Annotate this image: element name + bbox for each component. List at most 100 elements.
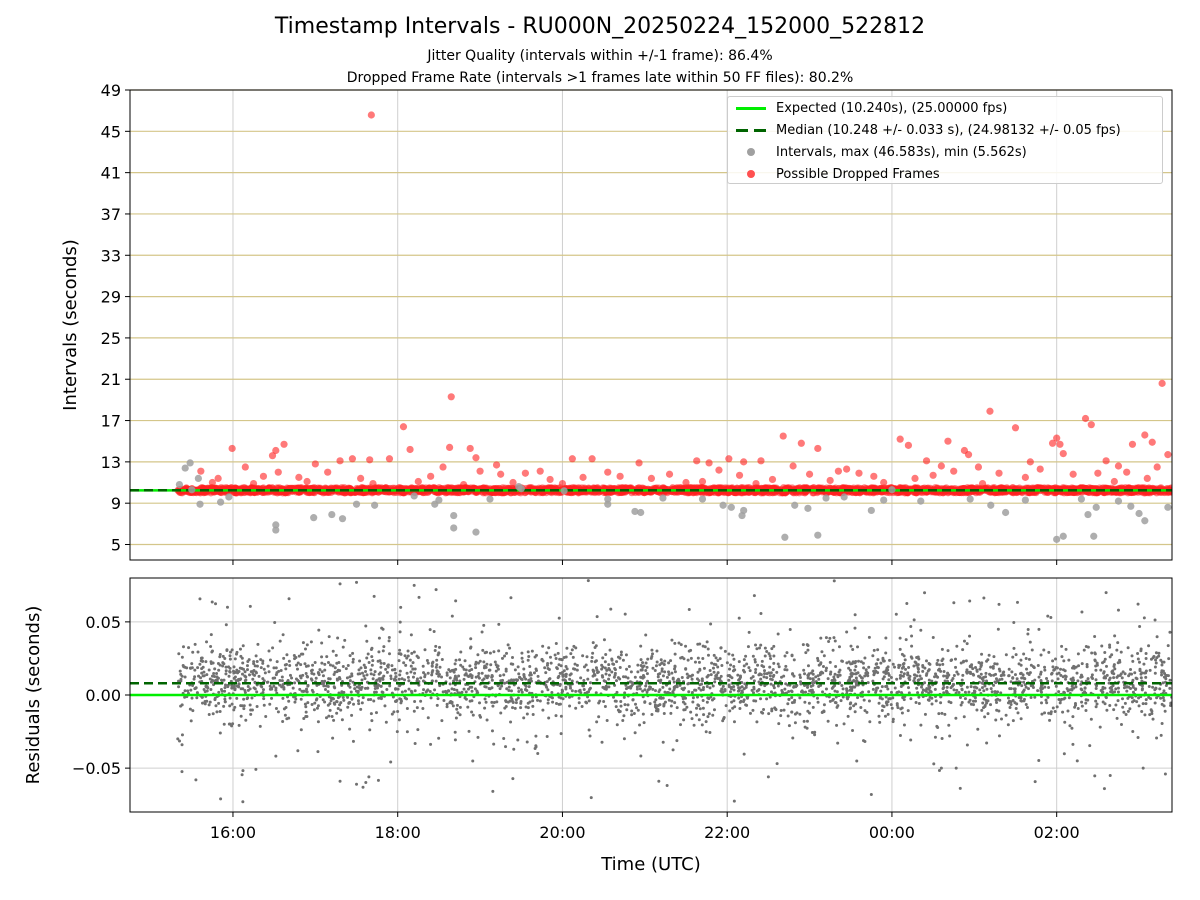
residual-point [381,676,385,680]
residual-point [751,691,755,695]
residual-point [406,649,410,653]
residual-point [468,664,472,668]
residual-point [841,687,845,691]
residual-point [547,716,551,720]
residual-point [201,674,205,678]
residual-point [1116,699,1120,703]
residual-point [1025,667,1029,671]
residual-point [857,659,861,663]
dropped-frame-point [1053,434,1061,442]
residual-point [557,695,561,699]
residual-point [772,654,776,658]
residual-point [1122,686,1126,690]
residual-point [1124,712,1128,716]
residual-point [274,707,278,711]
residual-point [920,691,924,695]
residual-point [302,717,306,721]
dropped-frame-point [295,473,303,481]
residual-point [907,691,911,695]
residual-point [531,704,535,708]
dropped-frame-point [446,443,454,452]
residual-point [1014,653,1018,657]
residual-point [757,673,761,677]
interval-point [188,486,196,494]
residual-point [409,664,413,668]
residual-point [343,638,347,642]
residual-point [1067,696,1071,700]
residual-point [867,690,871,694]
interval-point [1114,497,1123,505]
residual-point [1060,655,1064,659]
dropped-frame-point [740,458,748,466]
residual-point [768,674,772,678]
residual-point [619,650,623,654]
residual-point [673,701,677,705]
residual-point [296,661,300,665]
residual-point [878,720,882,724]
residual-point [332,718,336,722]
residual-point [477,671,481,675]
residual-point [254,654,258,658]
residual-point [274,686,278,690]
residual-point [248,673,252,677]
residual-point [916,667,920,671]
residual-point [947,723,951,727]
residual-point [410,690,414,694]
residual-point [883,714,887,718]
residual-point [310,703,314,707]
residual-point [778,568,781,571]
chart-subtitle-jitter: Jitter Quality (intervals within +/-1 fr… [427,48,773,64]
residual-point [437,674,441,678]
residual-point [371,677,375,681]
residual-point [585,690,589,694]
residual-point [601,665,605,669]
residual-point [222,678,226,682]
residual-point [514,701,518,705]
residual-point [361,785,365,789]
dropped-frame-point [348,455,357,463]
residual-point [651,687,655,691]
residual-point [701,644,705,648]
dropped-frame-point [280,440,288,448]
residual-point [334,653,338,657]
residual-point [531,713,535,717]
residual-point [684,667,688,671]
residual-point [237,723,241,727]
residual-point [243,690,247,694]
residual-point [568,704,572,708]
residual-point [232,676,236,680]
residual-point [544,671,548,675]
residual-point [232,671,236,675]
residual-point [853,613,857,617]
residual-point [490,729,494,733]
residual-point [1026,628,1030,632]
residual-point [1006,701,1010,705]
residual-point [906,673,910,677]
residual-point [859,705,863,709]
residual-point [886,687,890,691]
residual-point [639,754,643,758]
interval-point [804,504,812,512]
residual-point [940,647,944,651]
residual-point [687,690,691,694]
residual-point [281,696,285,700]
residual-point [607,663,611,667]
residual-point [765,697,769,701]
residual-point [373,687,377,691]
residual-point [525,712,529,716]
residual-point [694,688,698,692]
residual-point [651,652,655,656]
residual-point [983,684,987,688]
residual-point [573,662,577,666]
residual-point [357,668,361,672]
residual-point [665,675,669,679]
dropped-frame-point [536,467,544,475]
residual-point [943,712,947,716]
residual-point [882,675,886,679]
residual-point [641,689,645,693]
top-y-tick-label: 41 [101,164,121,183]
residual-point [541,644,545,648]
residual-point [763,654,767,658]
residual-point [689,656,693,660]
residual-point [209,645,213,649]
